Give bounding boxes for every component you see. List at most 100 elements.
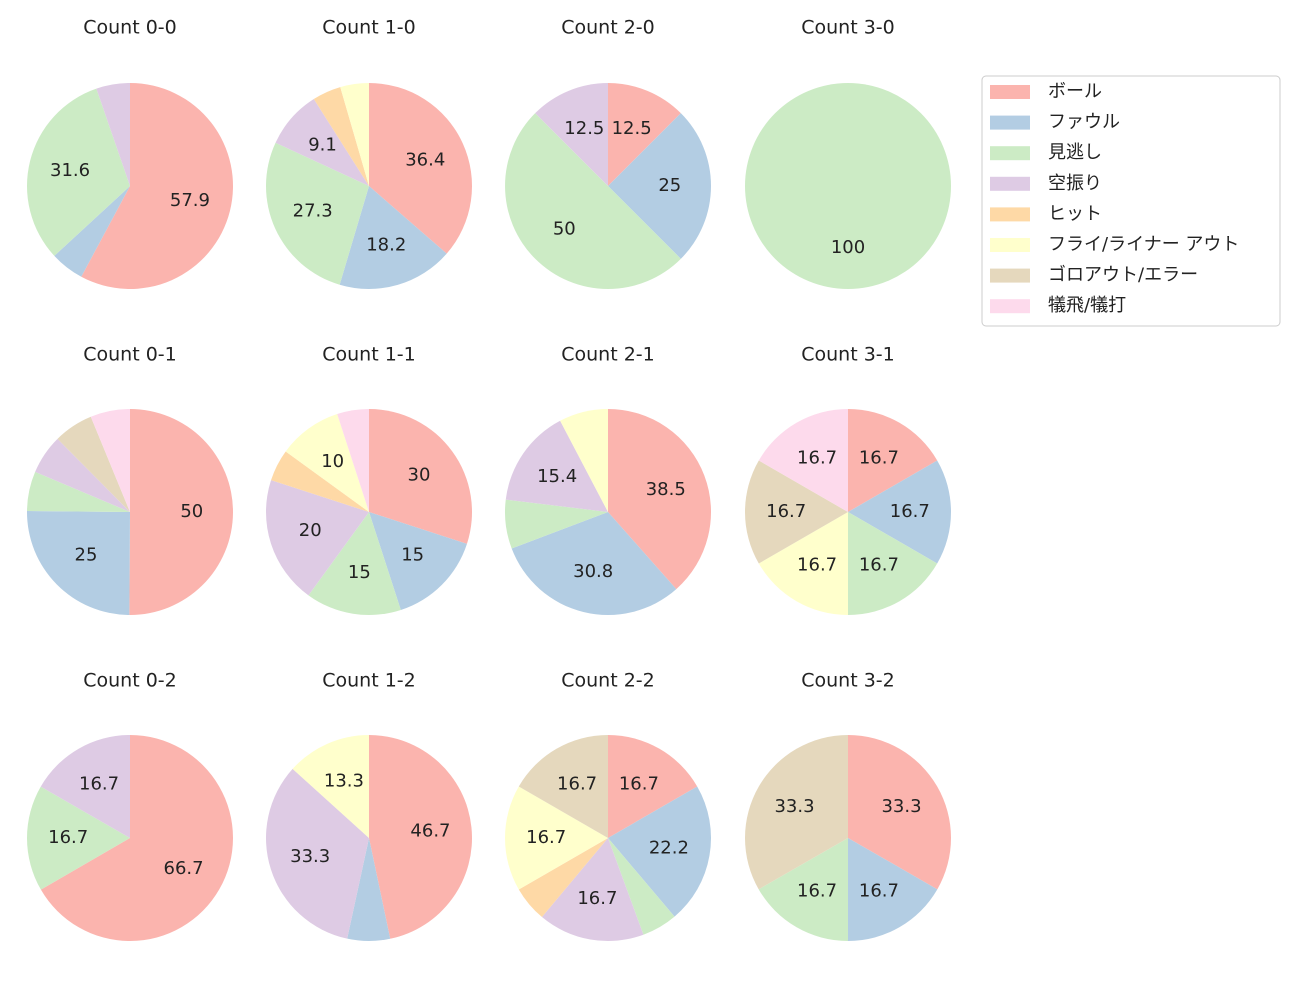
pie-slice — [369, 512, 467, 610]
pie-slice — [608, 83, 681, 186]
pie-slice — [26, 511, 130, 615]
pie-slice — [758, 409, 848, 512]
legend-label: ボール — [1048, 81, 1102, 102]
pie-slice — [266, 480, 369, 596]
legend-label: 犠飛/犠打 — [1048, 295, 1126, 316]
slice-label: 16.7 — [859, 880, 899, 901]
pie-slice — [35, 438, 131, 512]
pie-slice — [560, 409, 608, 512]
slice-label: 38.5 — [646, 479, 686, 500]
legend-label: 空振り — [1048, 173, 1102, 194]
pie-slice — [54, 186, 131, 277]
chart-title: Count 0-2 — [83, 670, 177, 692]
legend-label: ヒット — [1048, 203, 1102, 224]
pie-slice — [848, 838, 938, 941]
slice-label: 15 — [401, 545, 424, 566]
slice-label: 13.3 — [324, 771, 364, 792]
slice-label: 50 — [180, 501, 203, 522]
pie-slice — [745, 460, 848, 564]
legend-label: 見逃し — [1048, 142, 1102, 163]
legend-label: ファウル — [1048, 112, 1120, 133]
slice-label: 25 — [658, 175, 681, 196]
pie-slice — [744, 735, 848, 890]
pie-slice — [505, 113, 681, 289]
chart-title: Count 1-0 — [322, 17, 416, 39]
pie-slice — [535, 83, 608, 186]
slice-label: 22.2 — [649, 838, 689, 859]
pie-slice — [27, 471, 130, 512]
chart-title: Count 3-2 — [801, 670, 895, 692]
slice-label: 30 — [408, 465, 431, 486]
legend-swatch — [990, 146, 1030, 161]
slice-label: 16.7 — [766, 501, 806, 522]
slice-label: 16.7 — [526, 827, 566, 848]
pie-slice — [511, 512, 677, 615]
chart-title: Count 3-1 — [801, 344, 895, 366]
pie-slice — [340, 83, 369, 186]
pie-slice — [608, 838, 675, 935]
slice-label: 15.4 — [537, 466, 577, 487]
pie-slice — [266, 142, 369, 285]
pie-slice — [347, 838, 391, 942]
pie-slice — [275, 99, 369, 186]
slice-label: 16.7 — [859, 555, 899, 576]
legend-swatch — [990, 115, 1030, 130]
slice-label: 12.5 — [564, 118, 604, 139]
pie-slice — [848, 512, 938, 615]
chart-title: Count 2-0 — [561, 17, 655, 39]
pie-slice — [505, 786, 608, 890]
chart-title: Count 2-2 — [561, 670, 655, 692]
legend-label: ゴロアウト/エラー — [1048, 265, 1198, 286]
pie-slice — [90, 409, 130, 512]
slice-label: 16.7 — [797, 880, 837, 901]
pie-slice — [129, 409, 233, 616]
pie-slice — [505, 420, 608, 512]
pie-slice — [758, 512, 848, 615]
legend-swatch — [990, 85, 1030, 99]
slice-label: 18.2 — [366, 234, 406, 255]
legend-frame — [981, 75, 1281, 327]
pie-slice — [608, 786, 712, 917]
slice-label: 16.7 — [577, 888, 617, 909]
slice-label: 50 — [553, 219, 576, 240]
pie-slice — [271, 451, 369, 512]
pie-slice — [313, 87, 369, 186]
chart-title: Count 1-2 — [322, 670, 416, 692]
chart-title: Count 0-1 — [83, 344, 177, 366]
slice-label: 10 — [321, 451, 344, 472]
pie-slice — [26, 88, 130, 256]
legend-label: フライ/ライナー アウト — [1048, 234, 1239, 255]
slice-label: 12.5 — [612, 118, 652, 139]
pie-slice — [96, 83, 130, 186]
slice-label: 57.9 — [170, 190, 210, 211]
slice-label: 33.3 — [774, 796, 814, 817]
slice-label: 9.1 — [308, 134, 337, 155]
pie-slice — [518, 838, 608, 918]
slice-label: 30.8 — [573, 561, 613, 582]
pie-slice — [745, 83, 951, 289]
legend-swatch — [990, 207, 1030, 222]
slice-label: 33.3 — [881, 796, 921, 817]
chart-title: Count 0-0 — [83, 17, 177, 39]
slice-label: 16.7 — [557, 773, 597, 794]
pie-slice — [308, 512, 401, 615]
pie-slice — [339, 186, 447, 289]
chart-title: Count 3-0 — [801, 17, 895, 39]
pie-slice — [26, 786, 131, 890]
slice-label: 100 — [831, 237, 865, 258]
pie-slice — [608, 409, 712, 590]
pie-slice — [266, 768, 369, 939]
slice-label: 25 — [75, 544, 98, 565]
slice-label: 27.3 — [293, 200, 333, 221]
chart-title: Count 1-1 — [322, 344, 416, 366]
slice-label: 16.7 — [859, 447, 899, 468]
slice-label: 36.4 — [405, 149, 445, 170]
slice-label: 16.7 — [890, 501, 930, 522]
pie-slice — [608, 735, 698, 838]
slice-label: 15 — [348, 562, 371, 583]
pie-slice — [57, 416, 131, 512]
legend-swatch — [990, 268, 1030, 283]
chart-title: Count 2-1 — [561, 344, 655, 366]
